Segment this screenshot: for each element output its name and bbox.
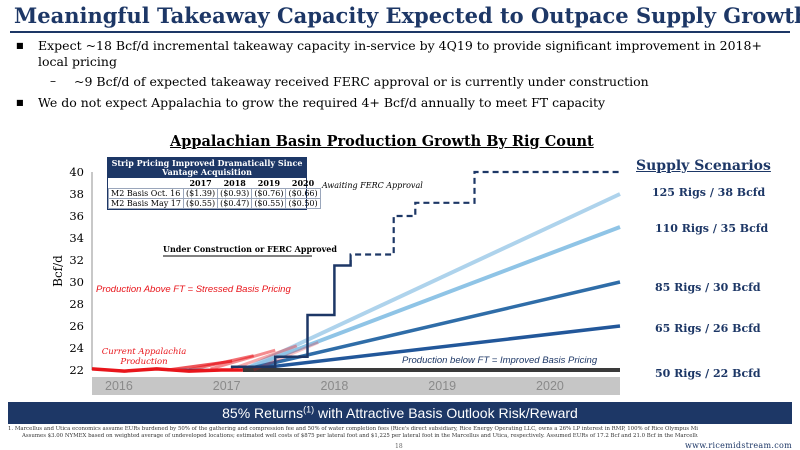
scenario-line-3 — [242, 280, 621, 372]
footnote-line: Assumes $3.00 NYMEX based on weighted av… — [22, 432, 698, 439]
pricing-cell: ($0.47) — [217, 198, 253, 209]
scenario-label: 50 Rigs / 22 Bcfd — [655, 367, 761, 380]
annotation-awaiting: Awaiting FERC Approval — [321, 181, 423, 190]
takeaway-capacity — [178, 170, 620, 372]
scenario-line-4 — [242, 324, 621, 372]
pricing-cell: ($0.50) — [285, 198, 321, 209]
scenario-line-1 — [242, 192, 621, 372]
x-axis-band-fill — [92, 377, 620, 395]
footnote-line: 1. Marcellus and Utica economics assume … — [8, 426, 698, 432]
y-tick-label: 34 — [69, 231, 84, 245]
x-tick-label: 2019 — [428, 379, 456, 393]
stressed-fade-line — [167, 359, 233, 372]
scenario-lines — [242, 192, 621, 372]
chart-annotations: Awaiting FERC Approval Under Construction… — [96, 181, 598, 367]
pricing-cell: ($0.76) — [251, 188, 287, 199]
pricing-header-row: 2017 2018 2019 2020 — [109, 178, 321, 189]
y-tick-label: 22 — [69, 363, 84, 377]
stressed-fade-line — [231, 344, 298, 371]
sub-bullet-text: ~9 Bcf/d of expected takeaway received F… — [74, 74, 649, 89]
pricing-row: M2 Basis Oct. 16 ($1.39) ($0.93) ($0.76)… — [108, 188, 321, 199]
takeaway-approved-line — [178, 260, 352, 372]
y-tick-label: 40 — [69, 165, 84, 179]
pricing-cell: ($1.39) — [182, 188, 219, 199]
y-axis: Bcf/d 22 24 26 28 30 32 34 36 38 40 — [51, 165, 93, 377]
title-divider — [10, 31, 790, 33]
pricing-year: 2018 — [223, 178, 246, 188]
scenario-label: 65 Rigs / 26 Bcfd — [655, 322, 761, 335]
x-axis-band: 2016 2017 2018 2019 2020 — [92, 377, 620, 395]
banner-text: 85% Returns — [222, 405, 304, 421]
bullet-text: Expect ~18 Bcf/d incremental takeaway ca… — [38, 38, 762, 53]
scenario-label: 125 Rigs / 38 Bcfd — [652, 186, 766, 199]
pricing-row-label: M2 Basis Oct. 16 — [108, 188, 184, 199]
pricing-year: 2019 — [257, 178, 281, 188]
slide-title: Meaningful Takeaway Capacity Expected to… — [14, 3, 800, 28]
current-production — [91, 367, 243, 373]
y-tick-label: 30 — [69, 275, 84, 289]
y-tick-label: 38 — [69, 187, 84, 201]
supply-scenarios-title: Supply Scenarios — [636, 158, 771, 174]
y-tick-label: 26 — [69, 319, 84, 333]
y-tick-label: 28 — [69, 297, 84, 311]
takeaway-pending-line — [349, 170, 620, 260]
strip-pricing-table: Strip Pricing Improved Dramatically Sinc… — [107, 157, 321, 210]
pricing-cell: ($0.55) — [251, 198, 287, 209]
footnote: 1. Marcellus and Utica economics assume … — [8, 426, 698, 439]
y-axis-label: Bcf/d — [51, 255, 65, 287]
pricing-year: 2020 — [291, 178, 315, 188]
banner-footnote-ref: (1) — [303, 404, 315, 415]
pricing-cell: ($0.93) — [217, 188, 253, 199]
strip-pricing-title: Strip Pricing Improved Dramatically Sinc… — [108, 158, 306, 178]
x-tick-label: 2020 — [536, 379, 564, 393]
returns-banner: 85% Returns(1) with Attractive Basis Out… — [8, 402, 792, 424]
pricing-corner — [109, 178, 184, 189]
x-tick-label: 2016 — [105, 379, 133, 393]
scenario-label: 85 Rigs / 30 Bcfd — [655, 281, 761, 294]
y-tick-label: 32 — [69, 253, 84, 267]
pricing-cell: ($0.66) — [285, 188, 321, 199]
banner-text-rest: with Attractive Basis Outlook Risk/Rewar… — [314, 405, 578, 421]
annotation-below-ft: Production below FT = Improved Basis Pri… — [402, 355, 598, 366]
bullet-text-continued: local pricing — [38, 54, 117, 69]
annotation-above-ft: Production Above FT = Stressed Basis Pri… — [96, 284, 291, 295]
square-bullet-icon: ■ — [16, 98, 24, 107]
annotation-current-line1: Current Appalachia — [102, 347, 187, 357]
dash-bullet-icon: – — [50, 74, 56, 88]
x-tick-label: 2018 — [321, 379, 349, 393]
y-tick-label: 36 — [69, 209, 84, 223]
x-tick-label: 2017 — [213, 379, 241, 393]
pricing-row-label: M2 Basis May 17 — [108, 198, 184, 209]
scenario-line-2 — [242, 225, 621, 372]
annotation-under-construction: Under Construction or FERC Approved — [163, 244, 337, 254]
pricing-row: M2 Basis May 17 ($0.55) ($0.47) ($0.55) … — [108, 198, 321, 209]
pricing-year: 2017 — [189, 178, 212, 188]
annotation-current-line2: Production — [119, 357, 167, 367]
page-number: 18 — [395, 443, 403, 450]
current-production-line — [91, 367, 243, 373]
chart-title: Appalachian Basin Production Growth By R… — [170, 133, 594, 150]
scenario-label: 110 Rigs / 35 Bcfd — [655, 222, 769, 235]
bullet-text: We do not expect Appalachia to grow the … — [38, 95, 606, 110]
website-url: www.ricemidstream.com — [685, 441, 792, 450]
y-tick-label: 24 — [69, 341, 84, 355]
square-bullet-icon: ■ — [16, 41, 24, 50]
pricing-cell: ($0.55) — [182, 198, 219, 209]
pricing-table: 2017 2018 2019 2020 M2 Basis Oct. 16 ($1… — [108, 178, 321, 209]
